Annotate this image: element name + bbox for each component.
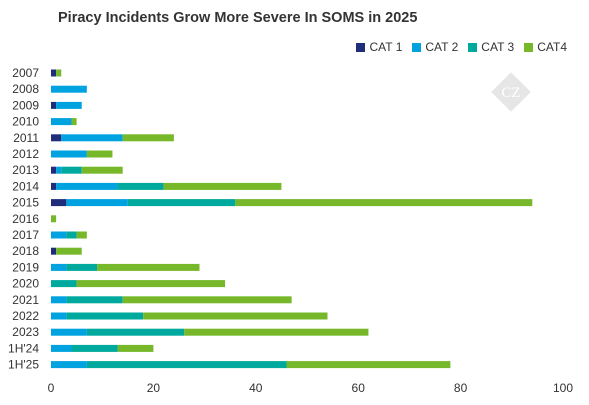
bar-2022-cat4 bbox=[143, 312, 328, 320]
bar-2020-cat3 bbox=[51, 280, 77, 288]
y-tick-label: 2013 bbox=[12, 163, 39, 177]
bar-1H'24-cat2 bbox=[51, 344, 72, 352]
y-tick-label: 1H'25 bbox=[8, 358, 39, 372]
bar-2007-cat1 bbox=[51, 69, 57, 77]
y-tick-label: 2023 bbox=[12, 325, 39, 339]
y-tick-label: 2014 bbox=[12, 179, 39, 193]
x-tick-label: 0 bbox=[48, 381, 55, 395]
y-tick-label: 2009 bbox=[12, 98, 39, 112]
bar-2014-cat4 bbox=[163, 182, 282, 190]
bar-2011-cat2 bbox=[61, 134, 123, 142]
y-tick-label: 2021 bbox=[12, 293, 39, 307]
bar-2017-cat2 bbox=[51, 231, 67, 239]
legend-swatch bbox=[468, 42, 478, 52]
legend-label: CAT4 bbox=[537, 40, 567, 54]
legend-item-cat3: CAT 3 bbox=[468, 40, 514, 54]
bar-2014-cat3 bbox=[117, 182, 164, 190]
x-tick-label: 100 bbox=[553, 381, 573, 395]
legend-label: CAT 3 bbox=[481, 40, 515, 54]
legend-label: CAT 1 bbox=[369, 40, 403, 54]
y-tick-label: 2010 bbox=[12, 115, 39, 129]
bar-2023-cat4 bbox=[184, 328, 369, 336]
y-tick-label: 2008 bbox=[12, 82, 39, 96]
y-tick-label: 2019 bbox=[12, 260, 39, 274]
svg-text:CZ: CZ bbox=[501, 85, 520, 101]
bar-2019-cat4 bbox=[97, 263, 200, 271]
bar-1H'25-cat2 bbox=[51, 361, 87, 369]
bar-2016-cat4 bbox=[51, 215, 57, 223]
x-tick-label: 20 bbox=[147, 381, 161, 395]
y-tick-label: 2017 bbox=[12, 228, 39, 242]
bar-2010-cat4 bbox=[71, 118, 77, 126]
bar-2015-cat1 bbox=[51, 199, 67, 207]
bar-2009-cat1 bbox=[51, 101, 57, 109]
legend: CAT 1 CAT 2 CAT 3 CAT4 bbox=[356, 40, 567, 54]
bar-2021-cat2 bbox=[51, 296, 67, 304]
bar-2018-cat1 bbox=[51, 247, 57, 255]
bar-2007-cat4 bbox=[56, 69, 62, 77]
bar-2015-cat3 bbox=[127, 199, 236, 207]
bar-2019-cat2 bbox=[51, 263, 67, 271]
bar-2023-cat3 bbox=[86, 328, 185, 336]
bar-2022-cat2 bbox=[51, 312, 67, 320]
y-tick-label: 2012 bbox=[12, 147, 39, 161]
bar-2008-cat2 bbox=[51, 85, 87, 93]
y-tick-label: 2007 bbox=[12, 66, 39, 80]
y-tick-label: 2018 bbox=[12, 244, 39, 258]
bar-2013-cat1 bbox=[51, 166, 57, 174]
chart-title: Piracy Incidents Grow More Severe In SOM… bbox=[58, 10, 418, 26]
bar-2017-cat3 bbox=[66, 231, 77, 239]
bar-2013-cat4 bbox=[81, 166, 123, 174]
logo-watermark: CZ bbox=[491, 72, 531, 112]
bar-2015-cat2 bbox=[66, 199, 128, 207]
bar-2021-cat4 bbox=[122, 296, 292, 304]
bar-2020-cat4 bbox=[76, 280, 226, 288]
legend-swatch bbox=[356, 42, 366, 52]
bar-2022-cat3 bbox=[66, 312, 144, 320]
bar-2019-cat3 bbox=[66, 263, 98, 271]
bar-2014-cat2 bbox=[56, 182, 118, 190]
legend-swatch bbox=[412, 42, 422, 52]
bar-2012-cat4 bbox=[86, 150, 113, 158]
bar-2018-cat4 bbox=[56, 247, 82, 255]
y-tick-label: 2016 bbox=[12, 212, 39, 226]
y-tick-label: 2011 bbox=[13, 131, 39, 145]
legend-item-cat4: CAT4 bbox=[524, 40, 567, 54]
bar-2021-cat3 bbox=[66, 296, 123, 304]
y-tick-label: 1H'24 bbox=[8, 341, 39, 355]
legend-swatch bbox=[524, 42, 534, 52]
bar-2017-cat4 bbox=[76, 231, 87, 239]
bar-2011-cat1 bbox=[51, 134, 62, 142]
x-tick-label: 80 bbox=[454, 381, 468, 395]
y-tick-label: 2022 bbox=[12, 309, 39, 323]
bar-2013-cat3 bbox=[61, 166, 82, 174]
y-tick-label: 2020 bbox=[12, 277, 39, 291]
bar-1H'24-cat3 bbox=[71, 344, 118, 352]
legend-label: CAT 2 bbox=[425, 40, 459, 54]
bar-2011-cat4 bbox=[122, 134, 174, 142]
bar-2010-cat2 bbox=[51, 118, 72, 126]
bar-1H'25-cat3 bbox=[86, 361, 287, 369]
bar-2012-cat2 bbox=[51, 150, 87, 158]
bar-2023-cat2 bbox=[51, 328, 87, 336]
bar-2013-cat2 bbox=[56, 166, 62, 174]
legend-item-cat2: CAT 2 bbox=[412, 40, 458, 54]
legend-item-cat1: CAT 1 bbox=[356, 40, 402, 54]
bar-2014-cat1 bbox=[51, 182, 57, 190]
x-tick-label: 40 bbox=[249, 381, 263, 395]
x-tick-label: 60 bbox=[352, 381, 366, 395]
bar-2009-cat2 bbox=[56, 101, 82, 109]
y-tick-label: 2015 bbox=[12, 196, 39, 210]
bar-1H'24-cat4 bbox=[117, 344, 154, 352]
bar-2015-cat4 bbox=[235, 199, 533, 207]
bar-1H'25-cat4 bbox=[286, 361, 451, 369]
